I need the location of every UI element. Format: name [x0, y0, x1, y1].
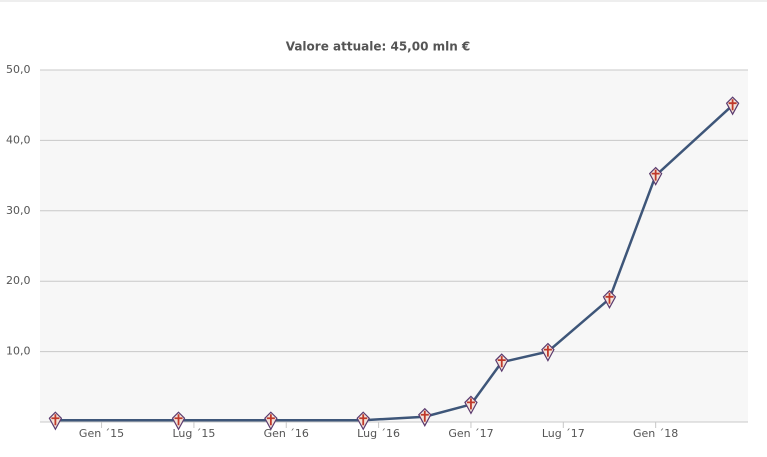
x-tick-label: Gen ´18 — [633, 427, 678, 440]
chart-title: Valore attuale: 45,00 mln € — [286, 40, 471, 54]
marker-lily — [605, 292, 614, 304]
y-tick-label: 20,0 — [6, 274, 31, 287]
x-tick-label: Lug ´16 — [357, 427, 400, 440]
marker — [494, 353, 509, 373]
marker-lily — [728, 99, 737, 111]
marker — [725, 96, 740, 116]
marker-lily — [651, 169, 660, 181]
x-tick-label: Gen ´15 — [79, 427, 124, 440]
marker-lily — [497, 356, 506, 368]
marker-lily — [420, 410, 429, 422]
marker — [264, 411, 278, 431]
y-tick-label: 50,0 — [6, 63, 31, 76]
marker — [648, 166, 663, 186]
x-tick-label: Lug ´17 — [542, 427, 585, 440]
marker — [602, 289, 617, 310]
marker-lily — [51, 414, 60, 426]
marker-lily — [466, 398, 475, 410]
marker — [464, 395, 478, 415]
x-tick-label: Gen ´17 — [448, 427, 493, 440]
y-tick-label: 10,0 — [6, 345, 31, 358]
marker-lily — [266, 414, 275, 426]
y-tick-label: 30,0 — [6, 204, 31, 217]
marker — [171, 411, 186, 431]
marker — [418, 407, 432, 427]
plot-area — [40, 70, 748, 422]
marker-lily — [359, 414, 368, 426]
marker-lily — [543, 345, 552, 357]
y-tick-label: 40,0 — [6, 133, 31, 146]
marker — [48, 411, 63, 431]
marker — [541, 342, 555, 362]
x-tick-label: Lug ´15 — [172, 427, 215, 440]
x-tick-label: Gen ´16 — [264, 427, 309, 440]
marker-lily — [174, 414, 183, 426]
marker — [356, 411, 370, 431]
